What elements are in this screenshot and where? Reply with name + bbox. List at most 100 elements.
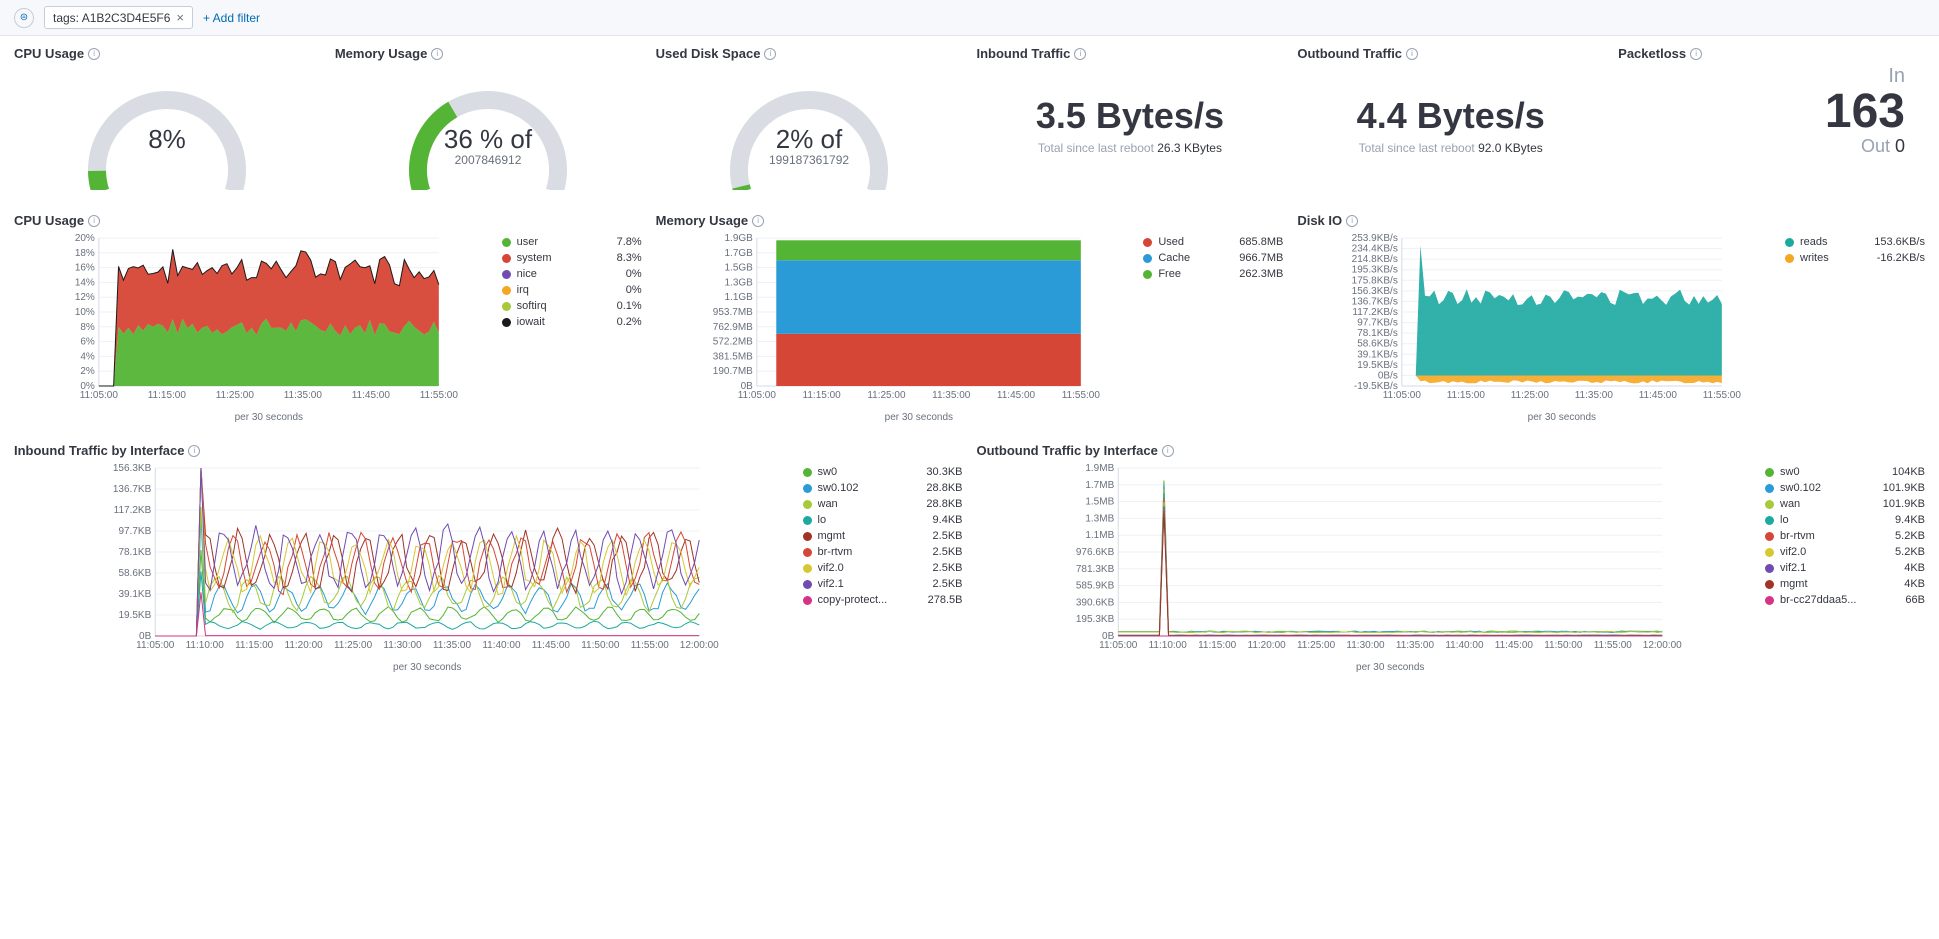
legend-label: copy-protect... xyxy=(818,594,907,606)
legend-value: 2.5KB xyxy=(913,578,963,590)
filter-tag[interactable]: tags: A1B2C3D4E5F6 × xyxy=(44,6,193,29)
outbound-if-legend: sw0104KBsw0.102101.9KBwan101.9KBlo9.4KBb… xyxy=(1765,462,1925,675)
legend-label: vif2.1 xyxy=(818,578,907,590)
svg-text:11:35:00: 11:35:00 xyxy=(932,390,971,401)
legend-row[interactable]: softirq0.1% xyxy=(502,298,642,314)
svg-text:12%: 12% xyxy=(75,292,95,303)
legend-value: 966.7MB xyxy=(1233,252,1283,264)
info-icon[interactable]: i xyxy=(752,215,764,227)
svg-text:11:40:00: 11:40:00 xyxy=(1445,640,1484,651)
info-icon[interactable]: i xyxy=(431,48,443,60)
info-icon[interactable]: i xyxy=(1690,48,1702,60)
legend-row[interactable]: nice0% xyxy=(502,266,642,282)
legend-row[interactable]: vif2.1 2.5KB xyxy=(803,576,963,592)
legend-value: 0.1% xyxy=(592,300,642,312)
legend-label: br-cc27ddaa5... xyxy=(1780,594,1869,606)
legend-swatch xyxy=(803,564,812,573)
legend-row[interactable]: irq0% xyxy=(502,282,642,298)
legend-swatch xyxy=(1765,548,1774,557)
legend-row[interactable]: sw0.10228.8KB xyxy=(803,480,963,496)
outbound-sub: Total since last reboot 92.0 KBytes xyxy=(1297,141,1604,155)
legend-row[interactable]: wan101.9KB xyxy=(1765,496,1925,512)
legend-value: 66B xyxy=(1875,594,1925,606)
legend-row[interactable]: sw0104KB xyxy=(1765,464,1925,480)
svg-text:2%: 2% xyxy=(80,366,95,377)
legend-row[interactable]: wan28.8KB xyxy=(803,496,963,512)
legend-swatch xyxy=(803,484,812,493)
info-icon[interactable]: i xyxy=(1346,215,1358,227)
legend-row[interactable]: vif2.14KB xyxy=(1765,560,1925,576)
info-icon[interactable]: i xyxy=(188,445,200,457)
svg-text:39.1KB: 39.1KB xyxy=(118,589,151,600)
info-icon[interactable]: i xyxy=(88,48,100,60)
legend-row[interactable]: mgmt2.5KB xyxy=(803,528,963,544)
legend-row[interactable]: user7.8% xyxy=(502,234,642,250)
svg-text:78.1KB/s: 78.1KB/s xyxy=(1358,328,1399,339)
legend-row[interactable]: system8.3% xyxy=(502,250,642,266)
legend-row[interactable]: copy-protect...278.5B xyxy=(803,592,963,608)
legend-swatch xyxy=(502,254,511,263)
legend-row[interactable]: sw030.3KB xyxy=(803,464,963,480)
info-icon[interactable]: i xyxy=(1162,445,1174,457)
svg-text:156.3KB/s: 156.3KB/s xyxy=(1352,286,1398,297)
svg-text:8%: 8% xyxy=(149,124,187,154)
svg-text:per 30 seconds: per 30 seconds xyxy=(1356,662,1424,672)
legend-value: 5.2KB xyxy=(1875,546,1925,558)
filter-toggle-icon[interactable]: ⊜ xyxy=(14,8,34,28)
legend-row[interactable]: br-cc27ddaa5... 66B xyxy=(1765,592,1925,608)
svg-text:976.6KB: 976.6KB xyxy=(1075,547,1114,558)
legend-row[interactable]: Free262.3MB xyxy=(1143,266,1283,282)
svg-text:195.3KB: 195.3KB xyxy=(1075,614,1114,625)
memory-chart-legend: Used685.8MBCache966.7MBFree262.3MB xyxy=(1143,232,1283,425)
svg-text:11:30:00: 11:30:00 xyxy=(383,640,422,651)
legend-label: lo xyxy=(1780,514,1869,526)
svg-text:1.1GB: 1.1GB xyxy=(724,292,753,303)
svg-text:11:15:00: 11:15:00 xyxy=(235,640,274,651)
svg-text:11:25:00: 11:25:00 xyxy=(216,390,255,401)
legend-swatch xyxy=(1143,254,1152,263)
info-icon[interactable]: i xyxy=(1406,48,1418,60)
svg-text:11:35:00: 11:35:00 xyxy=(284,390,323,401)
outbound-if-chart-panel: Outbound Traffic by Interfacei 0B195.3KB… xyxy=(977,443,1926,675)
add-filter-button[interactable]: + Add filter xyxy=(203,11,260,25)
legend-row[interactable]: mgmt4KB xyxy=(1765,576,1925,592)
legend-row[interactable]: vif2.0 5.2KB xyxy=(1765,544,1925,560)
svg-text:11:25:00: 11:25:00 xyxy=(1511,390,1550,401)
filter-tag-remove-icon[interactable]: × xyxy=(176,10,184,25)
svg-text:175.8KB/s: 175.8KB/s xyxy=(1352,275,1398,286)
legend-row[interactable]: Cache966.7MB xyxy=(1143,250,1283,266)
svg-text:11:10:00: 11:10:00 xyxy=(1148,640,1187,651)
svg-text:11:50:00: 11:50:00 xyxy=(1544,640,1583,651)
svg-text:4%: 4% xyxy=(80,351,95,362)
legend-row[interactable]: vif2.02.5KB xyxy=(803,560,963,576)
svg-text:97.7KB: 97.7KB xyxy=(118,526,151,537)
legend-label: vif2.0 xyxy=(1780,546,1869,558)
svg-text:136.7KB: 136.7KB xyxy=(113,484,152,495)
info-icon[interactable]: i xyxy=(88,215,100,227)
legend-swatch xyxy=(803,516,812,525)
legend-label: sw0 xyxy=(818,466,907,478)
legend-row[interactable]: br-rtvm5.2KB xyxy=(1765,528,1925,544)
legend-row[interactable]: sw0.102101.9KB xyxy=(1765,480,1925,496)
cpu-chart-legend: user7.8%system8.3%nice0%irq0%softirq0.1%… xyxy=(502,232,642,425)
legend-row[interactable]: writes-16.2KB/s xyxy=(1785,250,1925,266)
svg-text:11:35:00: 11:35:00 xyxy=(433,640,472,651)
legend-value: 0% xyxy=(592,284,642,296)
svg-text:20%: 20% xyxy=(75,233,95,244)
outbound-value: 4.4 Bytes/s xyxy=(1297,95,1604,137)
inbound-if-legend: sw030.3KBsw0.10228.8KBwan28.8KBlo9.4KBmg… xyxy=(803,462,963,675)
svg-text:11:05:00: 11:05:00 xyxy=(1383,390,1422,401)
legend-row[interactable]: lo9.4KB xyxy=(1765,512,1925,528)
legend-row[interactable]: reads153.6KB/s xyxy=(1785,234,1925,250)
legend-row[interactable]: br-rtvm2.5KB xyxy=(803,544,963,560)
svg-text:58.6KB/s: 58.6KB/s xyxy=(1358,339,1399,350)
svg-text:11:55:00: 11:55:00 xyxy=(420,390,459,401)
legend-row[interactable]: lo9.4KB xyxy=(803,512,963,528)
legend-value: 153.6KB/s xyxy=(1874,236,1925,248)
legend-value: 101.9KB xyxy=(1875,482,1925,494)
info-icon[interactable]: i xyxy=(1074,48,1086,60)
legend-label: system xyxy=(517,252,586,264)
legend-row[interactable]: Used685.8MB xyxy=(1143,234,1283,250)
info-icon[interactable]: i xyxy=(764,48,776,60)
legend-row[interactable]: iowait0.2% xyxy=(502,314,642,330)
